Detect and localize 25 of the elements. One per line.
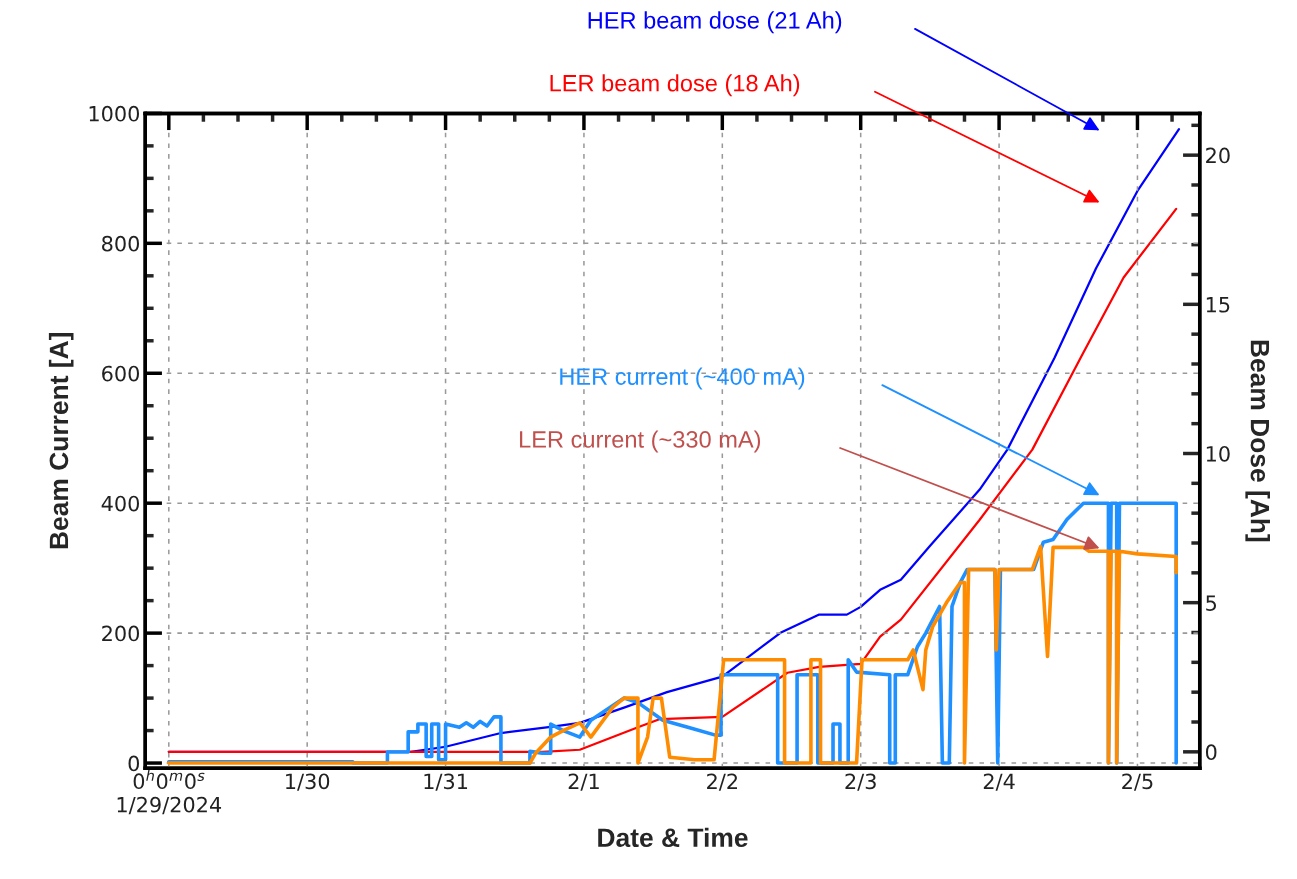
x-tick-label: 2/4 bbox=[983, 773, 1015, 791]
y2-tick-label: 5 bbox=[1206, 595, 1217, 611]
y2-tick-label: 20 bbox=[1206, 147, 1230, 164]
x-tick-label: 2/5 bbox=[1122, 773, 1153, 791]
text: HER beam dose (21 Ah) bbox=[588, 11, 842, 34]
y-tick-label: 0 bbox=[128, 755, 140, 772]
y-tick-label: 400 bbox=[101, 495, 140, 512]
x-tick-label: 2/1 bbox=[568, 773, 599, 791]
text: LER beam dose (18 Ah) bbox=[550, 74, 800, 97]
x-tick-label: 1/31 bbox=[424, 773, 468, 791]
x-tick-label: 1/30 bbox=[286, 773, 330, 791]
y-tick-label: 800 bbox=[102, 235, 140, 252]
y2-tick-label: 15 bbox=[1206, 297, 1230, 313]
y2-axis-title: Beam Dose [Ah] bbox=[1245, 340, 1270, 542]
annotation: HER current (~400 mA) bbox=[560, 367, 805, 390]
y2-tick-label: 0 bbox=[1205, 744, 1217, 761]
x-tick-label: 2/3 bbox=[845, 773, 876, 791]
y2-tick-label: 10 bbox=[1206, 445, 1230, 462]
x-tick-label: 2/2 bbox=[707, 773, 737, 791]
y-tick-label: 1000 bbox=[89, 105, 140, 122]
annotation: LER current (~330 mA) bbox=[520, 430, 761, 453]
y-tick-label: 600 bbox=[102, 365, 140, 382]
y-tick-label: 200 bbox=[102, 625, 140, 642]
x-axis-title: Date & Time bbox=[598, 827, 748, 848]
y-axis-title: Beam Current [A] bbox=[48, 333, 74, 549]
